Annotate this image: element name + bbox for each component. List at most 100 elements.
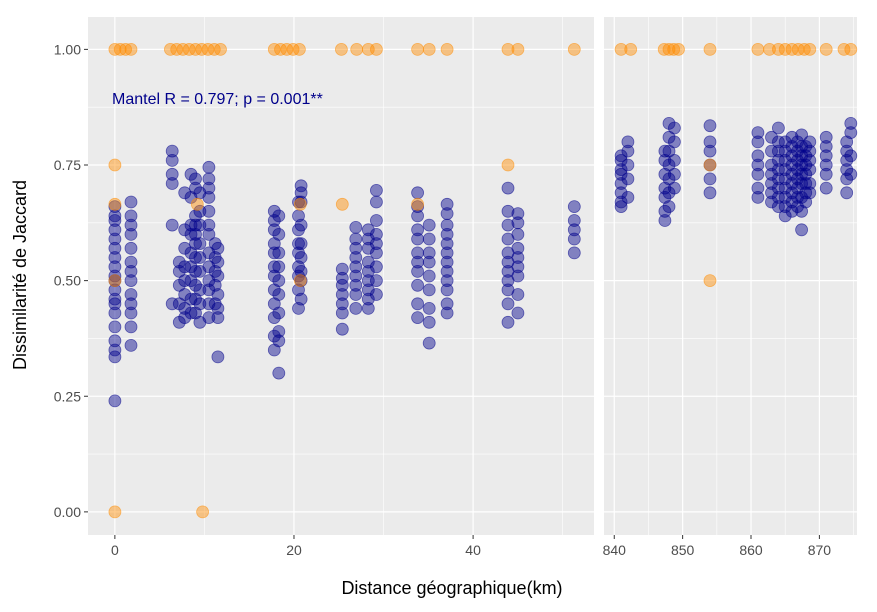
data-point-blue (369, 274, 383, 288)
data-point-blue (349, 220, 363, 234)
data-point-orange (411, 43, 425, 56)
data-point-orange (350, 43, 364, 56)
data-point-blue (511, 288, 525, 301)
data-point-blue (621, 190, 635, 204)
data-point-blue (567, 232, 581, 246)
data-point-blue (765, 144, 778, 158)
data-point-blue (349, 251, 363, 264)
data-point-blue (124, 297, 138, 311)
data-point-blue (440, 283, 454, 297)
data-point-blue (178, 301, 192, 315)
data-point-blue (294, 186, 308, 200)
data-point-blue (819, 181, 833, 195)
data-point-blue (124, 306, 138, 320)
data-point-orange (703, 43, 717, 56)
data-point-blue (189, 237, 202, 251)
data-point-blue (411, 297, 425, 311)
data-point-blue (267, 246, 281, 260)
data-point-blue (184, 306, 198, 320)
data-point-blue (844, 126, 858, 140)
data-point-blue (614, 200, 628, 214)
data-point-blue (440, 255, 454, 269)
data-point-blue (189, 181, 202, 195)
data-point-blue (501, 315, 515, 329)
data-point-blue (751, 135, 765, 149)
data-point-orange (292, 43, 306, 56)
data-point-blue (772, 163, 785, 177)
data-point-blue (440, 207, 454, 221)
data-point-blue (202, 311, 216, 325)
data-point-blue (202, 204, 216, 218)
y-tick-label: 0.00 (54, 504, 81, 520)
data-point-blue (501, 297, 515, 311)
data-point-orange (108, 43, 122, 56)
data-point-blue (511, 241, 525, 255)
data-point-blue (369, 288, 383, 301)
data-point-blue (108, 334, 122, 348)
x-tick-label: 40 (465, 542, 481, 558)
data-point-blue (369, 195, 383, 209)
data-point-blue (662, 186, 676, 200)
data-point-orange (772, 43, 785, 56)
data-point-blue (108, 251, 122, 264)
data-point-blue (369, 260, 383, 274)
data-point-blue (349, 288, 363, 301)
data-point-blue (411, 264, 425, 278)
data-point-blue (751, 126, 765, 140)
data-point-blue (803, 135, 817, 149)
data-point-blue (202, 218, 216, 232)
data-point-blue (567, 214, 581, 227)
data-point-orange (214, 43, 227, 56)
data-point-blue (165, 144, 179, 158)
data-point-blue (272, 288, 286, 301)
data-point-blue (803, 144, 817, 158)
data-point-orange (335, 197, 349, 211)
data-point-blue (422, 315, 436, 329)
data-point-blue (511, 269, 525, 283)
data-point-blue (511, 216, 525, 230)
data-point-blue (172, 255, 186, 269)
data-point-orange (108, 197, 122, 211)
data-point-orange (113, 43, 127, 56)
x-tick-label: 840 (603, 542, 627, 558)
data-point-blue (361, 255, 375, 269)
data-point-blue (267, 329, 281, 343)
data-point-blue (511, 207, 525, 221)
y-tick-label: 1.00 (54, 41, 81, 57)
data-point-blue (272, 227, 286, 241)
data-point-blue (614, 177, 628, 190)
data-point-blue (361, 283, 375, 297)
data-point-blue (511, 306, 525, 320)
data-point-blue (411, 223, 425, 237)
data-point-blue (765, 167, 778, 181)
data-point-blue (108, 269, 122, 283)
data-point-blue (124, 320, 138, 334)
data-point-blue (211, 241, 225, 255)
data-point-blue (108, 292, 122, 306)
data-point-blue (803, 177, 817, 190)
data-point-blue (501, 218, 515, 232)
data-point-blue (361, 264, 375, 278)
data-point-blue (193, 297, 207, 311)
data-point-blue (361, 301, 375, 315)
data-point-orange (662, 43, 676, 56)
data-point-blue (803, 186, 817, 200)
data-point-blue (108, 260, 122, 274)
data-point-blue (189, 218, 202, 232)
data-point-blue (703, 172, 717, 186)
data-point-blue (178, 186, 192, 200)
data-point-blue (335, 297, 349, 311)
data-point-blue (369, 227, 383, 241)
data-point-blue (335, 278, 349, 292)
y-tick-label: 0.25 (54, 388, 81, 404)
data-point-blue (361, 232, 375, 246)
data-point-blue (165, 167, 179, 181)
data-point-blue (765, 177, 778, 190)
data-point-blue (751, 167, 765, 181)
data-point-blue (124, 338, 138, 352)
data-point-orange (672, 43, 685, 56)
data-point-blue (658, 214, 672, 227)
data-point-orange (797, 43, 811, 56)
data-point-blue (272, 209, 286, 223)
